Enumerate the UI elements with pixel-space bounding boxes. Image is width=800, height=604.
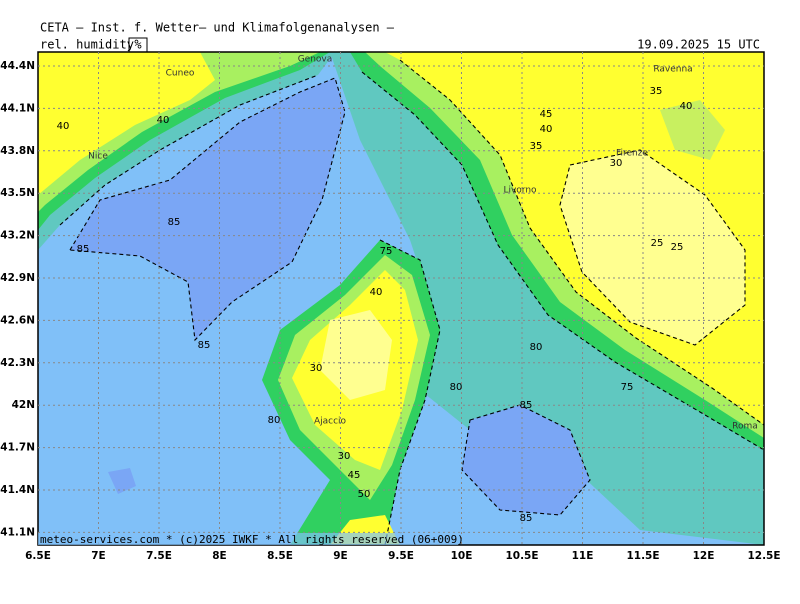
lat-label: 41.7N	[0, 442, 35, 454]
contour-label: 30	[610, 158, 623, 169]
lat-label: 44.4N	[0, 60, 35, 72]
lon-label: 12.5E	[747, 550, 780, 562]
lon-label: 10.5E	[505, 550, 538, 562]
contour-label: 80	[450, 382, 463, 393]
contour-label: 40	[680, 101, 693, 112]
lat-label: 42N	[12, 399, 35, 411]
lat-label: 42.6N	[0, 314, 35, 326]
lon-label: 11.5E	[626, 550, 659, 562]
city-label: Ravenna	[653, 65, 692, 75]
contour-label: 75	[621, 382, 634, 393]
lon-label: 10E	[451, 550, 473, 562]
lon-label: 12E	[693, 550, 715, 562]
city-label: Cuneo	[166, 69, 195, 79]
lat-label: 43.5N	[0, 187, 35, 199]
city-label: Genova	[298, 55, 333, 65]
lat-label: 43.2N	[0, 230, 35, 242]
contour-label: 45	[540, 109, 553, 120]
city-label: Roma	[732, 422, 758, 432]
city-label: Ajaccio	[314, 417, 347, 427]
lat-label: 42.9N	[0, 272, 35, 284]
contour-label: 35	[530, 141, 543, 152]
unit-box	[128, 37, 148, 53]
city-label: Firenze	[616, 149, 648, 159]
contour-label: 80	[268, 415, 281, 426]
contour-label: 85	[520, 400, 533, 411]
header-title: CETA — Inst. f. Wetter— und Klimafolgena…	[40, 21, 395, 35]
lat-label: 43.8N	[0, 145, 35, 157]
labels: 44.4N 44.1N 43.8N 43.5N 43.2N 42.9N 42.6N 42.3N…	[0, 55, 780, 563]
contour-label: 35	[650, 86, 663, 97]
lat-label: 41.4N	[0, 484, 35, 496]
contour-label: 75	[380, 246, 393, 257]
contour-label: 40	[157, 115, 170, 126]
humidity-field	[38, 52, 764, 545]
footer-bg	[38, 533, 458, 545]
contour-label: 85	[168, 217, 181, 228]
lon-label: 9E	[333, 550, 347, 562]
grid	[38, 52, 764, 545]
contour-label: 40	[540, 124, 553, 135]
contour-label: 80	[530, 342, 543, 353]
lon-label: 6.5E	[25, 550, 51, 562]
city-label: Livorno	[503, 186, 537, 196]
lat-label: 42.3N	[0, 357, 35, 369]
contour-label: 30	[310, 363, 323, 374]
lat-label: 44.1N	[0, 102, 35, 114]
lon-label: 8.5E	[267, 550, 293, 562]
contour-label: 45	[348, 470, 361, 481]
lon-label: 7E	[91, 550, 105, 562]
unit: %	[134, 38, 142, 52]
contour-label: 50	[358, 489, 371, 500]
contour-label: 40	[370, 287, 383, 298]
lon-label: 11E	[572, 550, 594, 562]
lat-label: 41.1N	[0, 526, 35, 538]
contour-label: 85	[77, 244, 90, 255]
contour-label: 85	[198, 340, 211, 351]
contour-label: 40	[57, 121, 70, 132]
lon-label: 9.5E	[388, 550, 414, 562]
parameter: rel. humidity	[40, 38, 134, 52]
city-label: Nice	[88, 152, 108, 162]
lon-label: 8E	[212, 550, 226, 562]
datetime: 19.09.2025 15 UTC	[637, 38, 760, 52]
contour-label: 25	[651, 238, 664, 249]
lon-label: 7.5E	[146, 550, 172, 562]
contour-label: 85	[520, 513, 533, 524]
footer: meteo-services.com * (c)2025 IWKF * All …	[40, 533, 464, 546]
contour-label: 25	[671, 242, 684, 253]
contour-label: 30	[338, 451, 351, 462]
